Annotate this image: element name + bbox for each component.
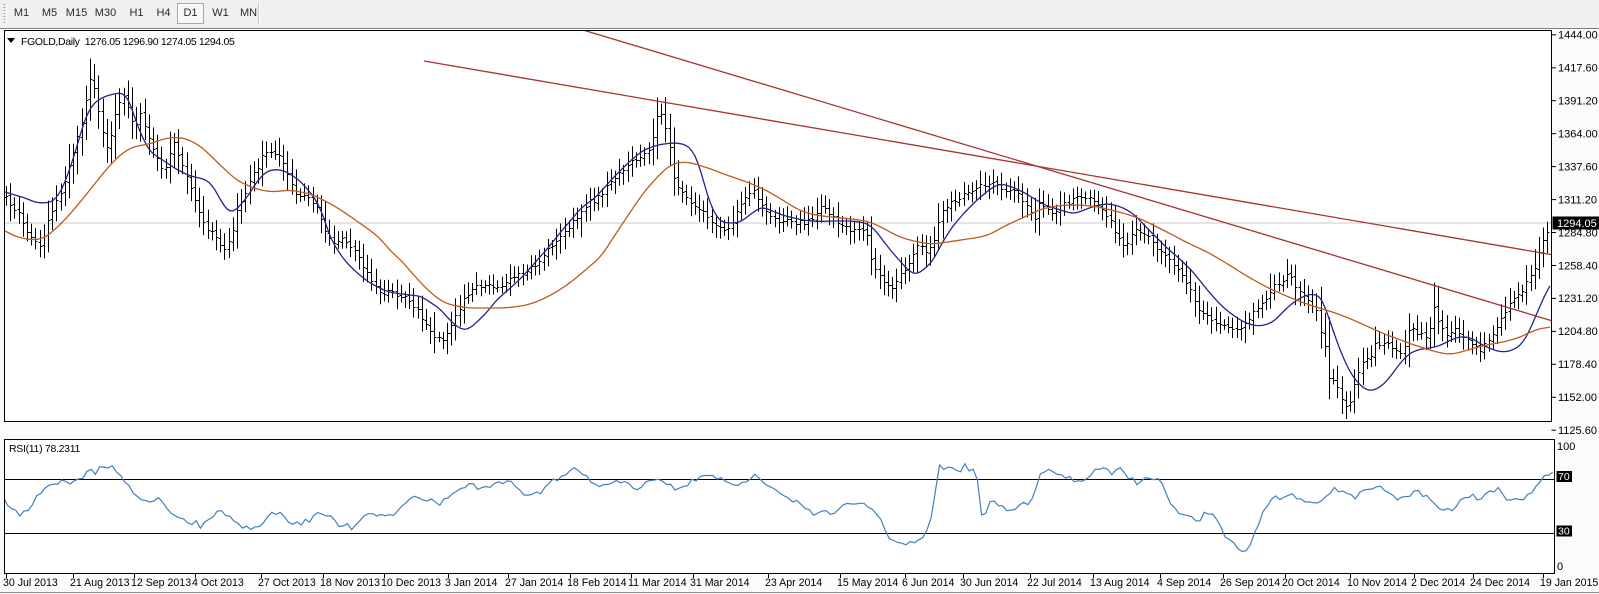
svg-text:30 Jul 2013: 30 Jul 2013 bbox=[3, 577, 58, 589]
svg-text:70: 70 bbox=[1558, 471, 1570, 483]
svg-text:1311.20: 1311.20 bbox=[1558, 194, 1597, 206]
svg-text:26 Sep 2014: 26 Sep 2014 bbox=[1220, 577, 1280, 589]
svg-text:1337.60: 1337.60 bbox=[1558, 161, 1598, 173]
svg-text:1258.40: 1258.40 bbox=[1558, 260, 1598, 272]
svg-text:1284.80: 1284.80 bbox=[1558, 227, 1598, 239]
svg-text:10 Dec 2013: 10 Dec 2013 bbox=[381, 577, 441, 589]
svg-text:24 Dec 2014: 24 Dec 2014 bbox=[1470, 577, 1530, 589]
svg-text:3 Jan 2014: 3 Jan 2014 bbox=[445, 577, 498, 589]
svg-text:19 Jan 2015: 19 Jan 2015 bbox=[1540, 577, 1598, 589]
svg-text:27 Oct 2013: 27 Oct 2013 bbox=[258, 577, 316, 589]
svg-text:11 Mar 2014: 11 Mar 2014 bbox=[628, 577, 687, 589]
svg-text:1417.60: 1417.60 bbox=[1558, 63, 1598, 75]
svg-text:1391.20: 1391.20 bbox=[1558, 96, 1598, 108]
svg-text:FGOLD,Daily 1276.05 1296.90 1: FGOLD,Daily 1276.05 1296.90 1274.05 1294… bbox=[21, 36, 235, 48]
svg-text:4 Oct 2013: 4 Oct 2013 bbox=[192, 577, 244, 589]
svg-text:6 Jun 2014: 6 Jun 2014 bbox=[902, 577, 955, 589]
svg-text:31 Mar 2014: 31 Mar 2014 bbox=[690, 577, 750, 589]
svg-text:20 Oct 2014: 20 Oct 2014 bbox=[1282, 577, 1340, 589]
svg-text:21 Aug 2013: 21 Aug 2013 bbox=[70, 577, 130, 589]
svg-text:1125.60: 1125.60 bbox=[1558, 425, 1597, 437]
svg-text:1444.00: 1444.00 bbox=[1558, 30, 1598, 42]
svg-text:100: 100 bbox=[1557, 441, 1575, 453]
svg-text:RSI(11) 78.2311: RSI(11) 78.2311 bbox=[9, 443, 80, 455]
svg-text:13 Aug 2014: 13 Aug 2014 bbox=[1090, 577, 1150, 589]
svg-text:30 Jun 2014: 30 Jun 2014 bbox=[960, 577, 1018, 589]
svg-text:12 Sep 2013: 12 Sep 2013 bbox=[131, 577, 191, 589]
svg-text:23 Apr 2014: 23 Apr 2014 bbox=[765, 577, 822, 589]
svg-text:1178.40: 1178.40 bbox=[1558, 359, 1597, 371]
svg-text:27 Jan 2014: 27 Jan 2014 bbox=[505, 577, 563, 589]
svg-text:15 May 2014: 15 May 2014 bbox=[837, 577, 898, 589]
svg-text:18 Feb 2014: 18 Feb 2014 bbox=[567, 577, 627, 589]
svg-text:1364.00: 1364.00 bbox=[1558, 129, 1598, 141]
svg-text:22 Jul 2014: 22 Jul 2014 bbox=[1027, 577, 1082, 589]
svg-text:4 Sep 2014: 4 Sep 2014 bbox=[1157, 577, 1211, 589]
svg-text:0: 0 bbox=[1557, 561, 1563, 573]
svg-text:1204.80: 1204.80 bbox=[1558, 326, 1598, 338]
svg-text:10 Nov 2014: 10 Nov 2014 bbox=[1347, 577, 1407, 589]
svg-text:1152.00: 1152.00 bbox=[1558, 392, 1597, 404]
svg-text:18 Nov 2013: 18 Nov 2013 bbox=[320, 577, 380, 589]
svg-text:1294.05: 1294.05 bbox=[1557, 218, 1597, 230]
svg-text:30: 30 bbox=[1558, 526, 1570, 538]
svg-text:1231.20: 1231.20 bbox=[1558, 293, 1598, 305]
svg-text:2 Dec 2014: 2 Dec 2014 bbox=[1411, 577, 1465, 589]
